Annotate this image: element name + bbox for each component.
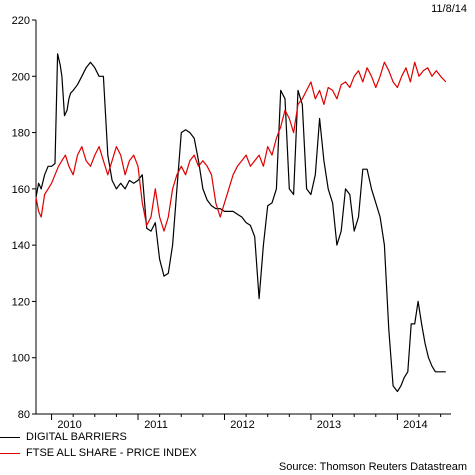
legend-swatch-digital-barriers [0, 437, 20, 438]
legend-label-ftse: FTSE ALL SHARE - PRICE INDEX [26, 447, 197, 459]
x-axis: 2010 2011 2012 2013 2014 [36, 413, 451, 430]
y-tick-label: 160 [12, 184, 30, 196]
series-line-digital-barriers [35, 53, 446, 393]
y-tick-label: 100 [12, 353, 30, 365]
legend-label-digital-barriers: DIGITAL BARRIERS [26, 431, 127, 443]
x-tick-label: 2014 [403, 419, 427, 430]
series-line-ftse [35, 61, 447, 232]
series-layer [35, 53, 447, 393]
line-chart: 80 100 120 140 160 180 200 220 2010 2011 2012 2013… [12, 15, 451, 430]
y-tick-label: 180 [12, 128, 30, 140]
y-tick-label: 120 [12, 296, 30, 308]
y-tick-label: 80 [18, 409, 30, 421]
legend-swatch-ftse [0, 453, 20, 454]
x-tick-label: 2012 [230, 419, 254, 430]
x-tick-label: 2010 [57, 419, 81, 430]
y-axis: 80 100 120 140 160 180 200 220 [12, 15, 37, 421]
y-tick-label: 220 [12, 15, 30, 27]
date-label: 11/8/14 [431, 3, 467, 15]
source-note: Source: Thomson Reuters Datastream [278, 461, 467, 473]
y-tick-label: 140 [12, 240, 30, 252]
y-tick-label: 200 [12, 71, 30, 83]
x-tick-label: 2011 [144, 419, 168, 430]
x-tick-label: 2013 [317, 419, 341, 430]
